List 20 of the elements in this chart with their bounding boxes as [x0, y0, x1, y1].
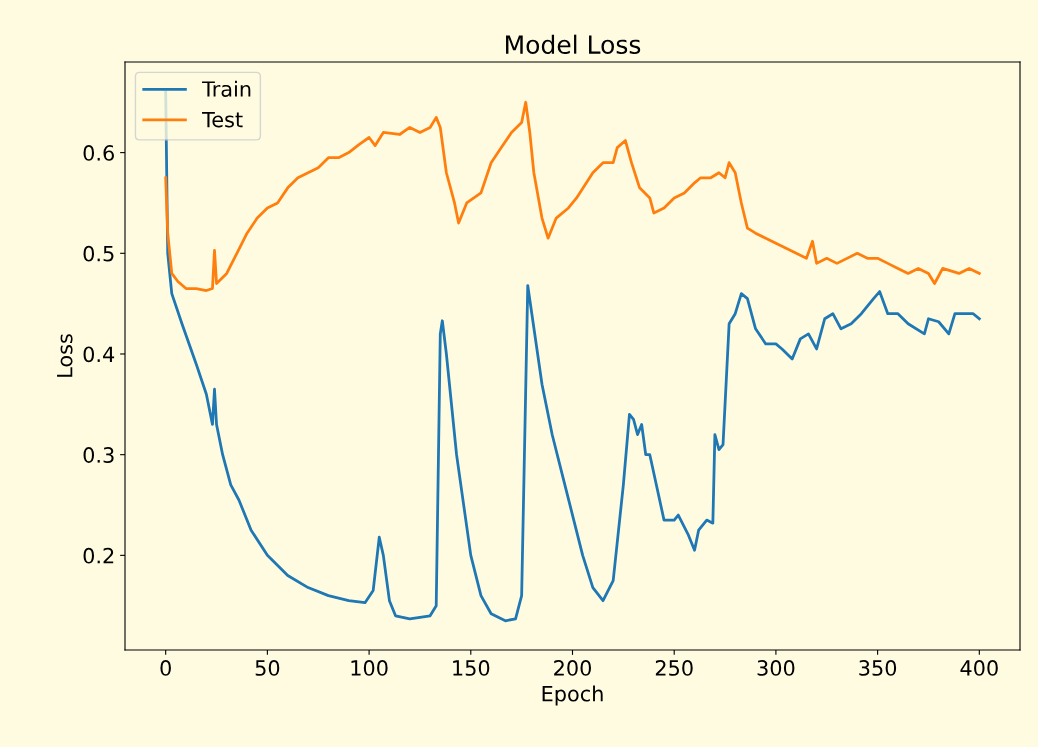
- x-tick-label: 200: [554, 660, 591, 676]
- legend-label: Test: [202, 111, 243, 128]
- chart-title: Model Loss: [506, 34, 641, 55]
- x-tick-label: 100: [351, 660, 388, 676]
- y-axis-title: Loss: [57, 334, 73, 377]
- x-tick-label: 250: [655, 660, 693, 676]
- x-tick-label: 150: [453, 660, 490, 676]
- y-tick-label: 0.3: [83, 447, 114, 463]
- x-tick-label: 300: [757, 660, 795, 676]
- y-tick-label: 0.6: [83, 145, 114, 161]
- x-axis-title: Epoch: [542, 685, 603, 706]
- x-tick-label: 0: [160, 660, 171, 676]
- legend-label: Train: [202, 80, 251, 97]
- y-tick-label: 0.2: [83, 547, 114, 564]
- y-tick-label: 0.5: [83, 245, 114, 262]
- y-tick-label: 0.4: [83, 346, 115, 363]
- x-tick-label: 350: [859, 660, 897, 676]
- x-tick-label: 50: [255, 660, 280, 676]
- line-series: [164, 100, 981, 292]
- x-tick-label: 400: [960, 660, 998, 676]
